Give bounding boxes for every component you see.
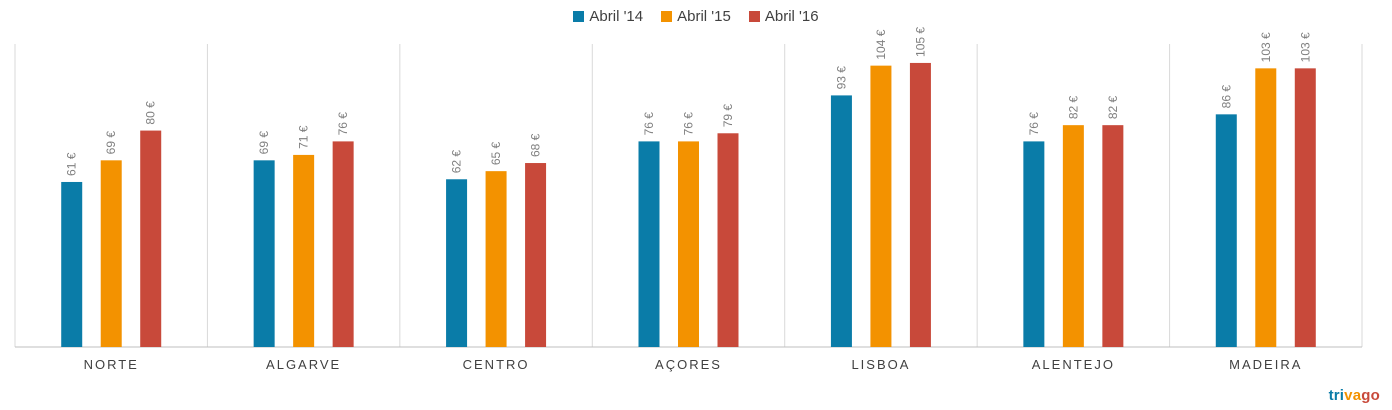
data-label: 105 € [913, 27, 927, 57]
legend-label: Abril '16 [764, 8, 819, 25]
bar [140, 130, 162, 347]
category-label: AÇORES [655, 357, 722, 372]
logo-part: go [1361, 387, 1380, 404]
data-label: 76 € [336, 112, 350, 136]
bar [293, 154, 315, 347]
category-label: LISBOA [851, 357, 910, 372]
legend-item: Abril '14 [573, 8, 643, 25]
data-label: 103 € [1259, 32, 1273, 62]
bar [1102, 125, 1124, 348]
legend-swatch [748, 11, 760, 22]
bar [678, 141, 699, 347]
bar [638, 141, 660, 347]
data-label: 93 € [834, 66, 848, 90]
trivago-logo: trivago [1329, 387, 1380, 404]
bar [870, 65, 892, 348]
data-label: 69 € [104, 131, 118, 155]
data-label: 103 € [1298, 32, 1312, 62]
bar [909, 62, 931, 347]
legend-swatch [661, 11, 673, 22]
category-label: ALGARVE [266, 357, 341, 372]
logo-part: va [1344, 387, 1362, 404]
logo-part: tri [1328, 387, 1345, 404]
data-label: 65 € [489, 141, 503, 165]
data-label: 79 € [721, 104, 735, 128]
data-label: 76 € [1027, 112, 1041, 136]
data-label: 86 € [1219, 85, 1233, 109]
data-label: 61 € [65, 152, 79, 176]
data-label: 68 € [529, 133, 543, 157]
bar [1255, 68, 1277, 348]
legend-swatch [573, 11, 585, 22]
category-label: CENTRO [463, 357, 530, 372]
data-label: 76 € [682, 112, 696, 136]
legend-label: Abril '14 [589, 8, 644, 25]
bar [61, 181, 83, 347]
data-label: 80 € [144, 101, 158, 125]
bar [830, 95, 852, 347]
legend-label: Abril '15 [677, 8, 731, 25]
bar [717, 133, 739, 347]
bar [485, 171, 507, 347]
legend: Abril '14 Abril '15 Abril '16 [0, 8, 1392, 25]
bar [1062, 125, 1084, 348]
data-label: 104 € [874, 29, 888, 59]
legend-item: Abril '15 [661, 8, 731, 25]
bar [332, 141, 354, 347]
bar [1215, 114, 1237, 347]
category-label: NORTE [84, 357, 139, 372]
bar [100, 160, 122, 347]
bar [253, 160, 275, 347]
data-label: 69 € [257, 131, 271, 155]
category-label: MADEIRA [1229, 357, 1302, 372]
data-label: 82 € [1066, 95, 1080, 119]
bar [525, 163, 547, 347]
bar [1294, 68, 1316, 348]
data-label: 71 € [297, 125, 311, 149]
data-label: 62 € [450, 150, 464, 174]
data-label: 76 € [642, 112, 656, 136]
bar [1023, 141, 1045, 347]
bar [446, 179, 468, 347]
category-label: ALENTEJO [1032, 357, 1115, 372]
data-label: 82 € [1106, 95, 1120, 119]
legend-item: Abril '16 [748, 8, 819, 25]
